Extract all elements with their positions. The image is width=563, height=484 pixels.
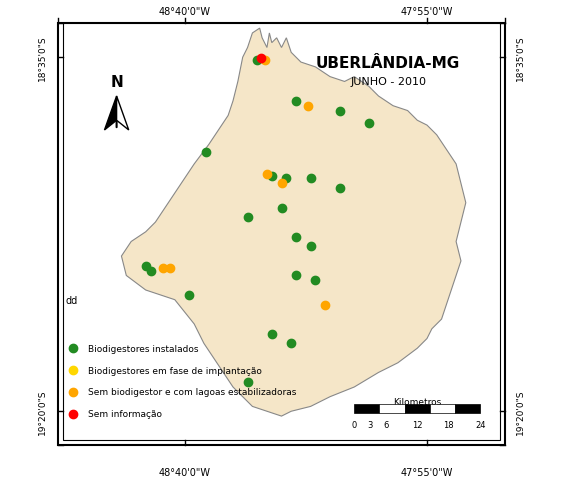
Text: 48°40'0"W: 48°40'0"W xyxy=(159,467,211,477)
FancyBboxPatch shape xyxy=(63,24,500,440)
Polygon shape xyxy=(117,97,129,131)
FancyBboxPatch shape xyxy=(59,24,504,445)
Polygon shape xyxy=(105,97,117,131)
Text: JUNHO - 2010: JUNHO - 2010 xyxy=(350,77,426,87)
Text: dd: dd xyxy=(66,295,78,305)
Text: Biodigestores instalados: Biodigestores instalados xyxy=(87,344,198,353)
Text: 19°20'0"S: 19°20'0"S xyxy=(38,389,47,434)
Text: 3: 3 xyxy=(367,420,373,429)
Polygon shape xyxy=(122,29,466,416)
Text: N: N xyxy=(110,75,123,90)
Text: 0: 0 xyxy=(352,420,357,429)
Text: Kilometros: Kilometros xyxy=(393,397,441,406)
Text: 18: 18 xyxy=(444,420,454,429)
Text: 48°40'0"W: 48°40'0"W xyxy=(159,7,211,17)
Bar xyxy=(405,404,430,413)
Bar xyxy=(430,404,455,413)
Text: 12: 12 xyxy=(412,420,423,429)
Text: 18°35'0"S: 18°35'0"S xyxy=(38,35,47,81)
Text: 47°55'0"W: 47°55'0"W xyxy=(401,7,453,17)
Bar xyxy=(455,404,480,413)
Text: 24: 24 xyxy=(475,420,486,429)
Text: Sem biodigestor e com lagoas estabilizadoras: Sem biodigestor e com lagoas estabilizad… xyxy=(87,388,296,396)
Text: 6: 6 xyxy=(383,420,388,429)
Text: 18°35'0"S: 18°35'0"S xyxy=(516,35,525,81)
Text: Biodigestores em fase de implantação: Biodigestores em fase de implantação xyxy=(87,366,261,375)
Text: 19°20'0"S: 19°20'0"S xyxy=(516,389,525,434)
Bar xyxy=(354,404,379,413)
Bar xyxy=(379,404,405,413)
Text: UBERLÂNDIA-MG: UBERLÂNDIA-MG xyxy=(316,56,461,70)
Text: Sem informação: Sem informação xyxy=(87,409,162,418)
Text: 47°55'0"W: 47°55'0"W xyxy=(401,467,453,477)
